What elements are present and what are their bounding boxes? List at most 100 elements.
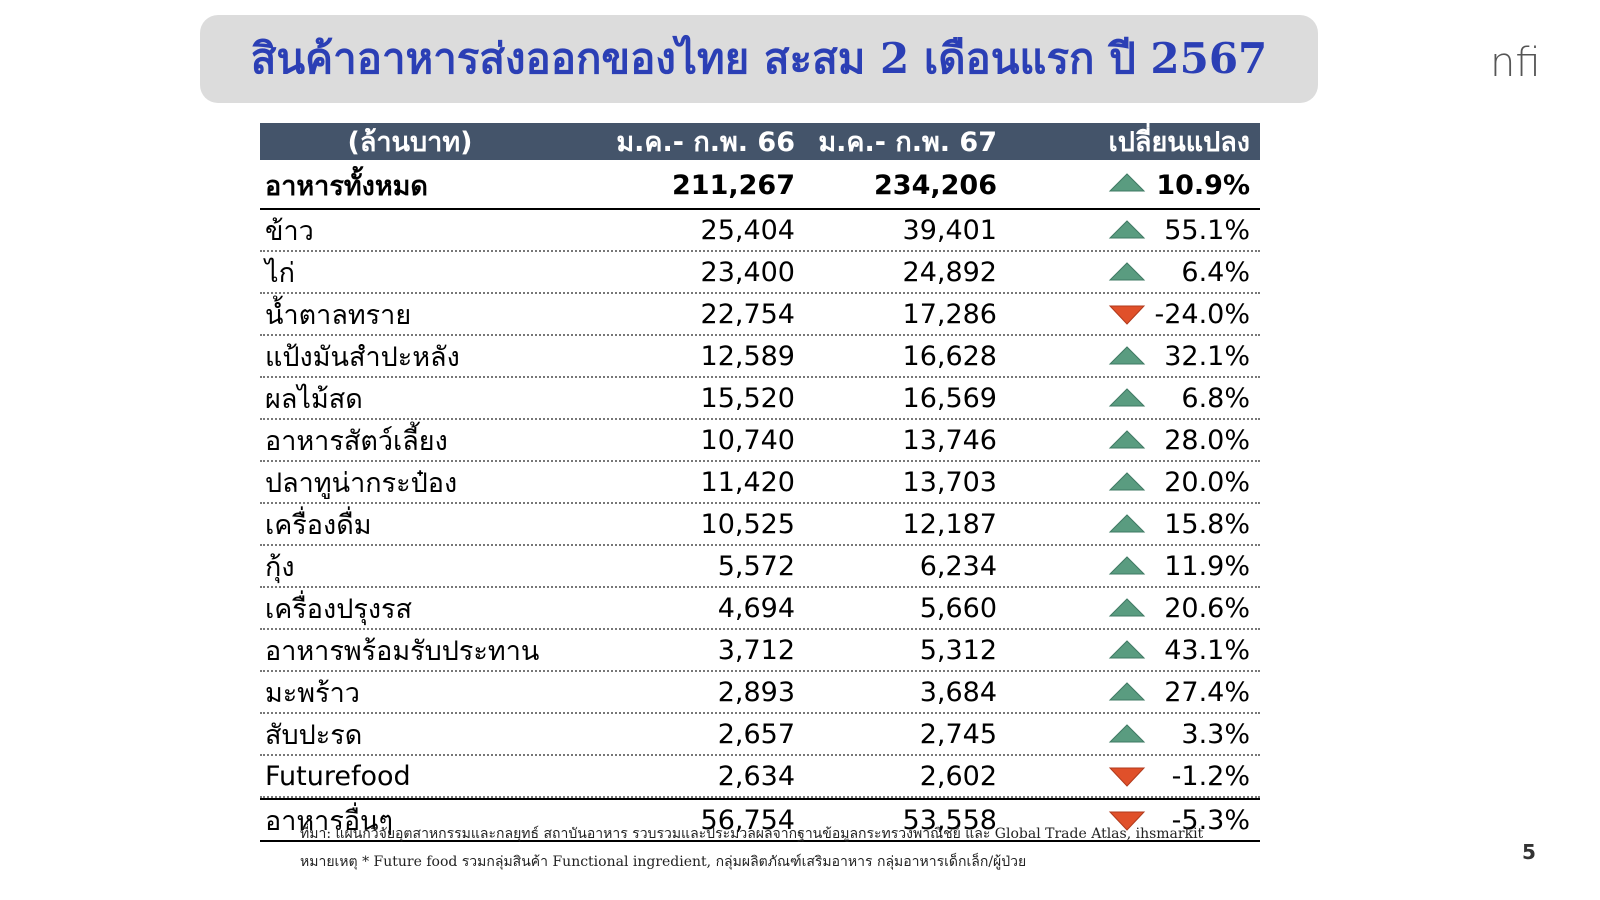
table-cell: 15.8%: [1164, 508, 1250, 540]
trend-up-icon: [1108, 514, 1146, 533]
table-cell: 2,893: [717, 676, 795, 708]
table-cell: ข้าว: [265, 215, 314, 247]
table-cell: 4,694: [717, 592, 795, 624]
table-cell: 55.1%: [1164, 214, 1250, 246]
table-cell: 3,712: [717, 634, 795, 666]
table-cell: ไก่: [265, 257, 295, 289]
trend-up-icon: [1108, 724, 1146, 743]
table-cell: ผลไม้สด: [265, 383, 363, 415]
table-cell: 211,267: [672, 170, 795, 201]
table-cell: 11,420: [700, 466, 795, 498]
table-cell: กุ้ง: [265, 551, 295, 583]
table-cell: 10,740: [700, 424, 795, 456]
table-cell: เครื่องดื่ม: [265, 509, 372, 541]
table-cell: สับปะรด: [265, 719, 363, 751]
table-cell: อาหารอื่นๆ: [265, 805, 394, 837]
table-cell: 10.9%: [1156, 170, 1250, 201]
table-row: ข้าว 25,404 39,401 55.1%: [260, 210, 1260, 252]
trend-up-icon: [1108, 262, 1146, 281]
trend-up-icon: [1108, 346, 1146, 365]
trend-up-icon: [1108, 472, 1146, 491]
table-cell: -24.0%: [1154, 298, 1250, 330]
table-cell: 12,589: [700, 340, 795, 372]
table-cell: 3,684: [919, 676, 997, 708]
title-box: [200, 15, 1318, 103]
table-cell: 6.8%: [1181, 382, 1250, 414]
table-row: Futurefood 2,634 2,602 -1.2%: [260, 756, 1260, 798]
table-cell: -1.2%: [1171, 760, 1250, 792]
table-row: สับปะรด 2,657 2,745 3.3%: [260, 714, 1260, 756]
table-row: อาหารสัตว์เลี้ยง 10,740 13,746 28.0%: [260, 420, 1260, 462]
table-row: ไก่ 23,400 24,892 6.4%: [260, 252, 1260, 294]
table-cell: 15,520: [700, 382, 795, 414]
table-cell: 2,745: [919, 718, 997, 750]
table-cell: 5,572: [717, 550, 795, 582]
table-cell: 16,569: [902, 382, 997, 414]
table-row: น้ำตาลทราย 22,754 17,286 -24.0%: [260, 294, 1260, 336]
trend-up-icon: [1108, 640, 1146, 659]
table-row: ปลาทูน่ากระป๋อง 11,420 13,703 20.0%: [260, 462, 1260, 504]
table-cell: 6,234: [919, 550, 997, 582]
table-cell: 5,312: [919, 634, 997, 666]
table-row: เครื่องปรุงรส 4,694 5,660 20.6%: [260, 588, 1260, 630]
table-cell: 22,754: [700, 298, 795, 330]
table-cell: 17,286: [902, 298, 997, 330]
table-row: ผลไม้สด 15,520 16,569 6.8%: [260, 378, 1260, 420]
table-cell: 2,634: [717, 760, 795, 792]
table-cell: 24,892: [902, 256, 997, 288]
header-cell: (ล้านบาท): [347, 127, 473, 158]
table-cell: มะพร้าว: [265, 677, 360, 709]
table-cell: เครื่องปรุงรส: [265, 593, 412, 625]
table-cell: 13,746: [902, 424, 997, 456]
table-cell: 2,657: [717, 718, 795, 750]
table-cell: 3.3%: [1181, 718, 1250, 750]
table-row: อาหารทั้งหมด 211,267 234,206 10.9%: [260, 163, 1260, 210]
table-cell: 11.9%: [1164, 550, 1250, 582]
table-cell: -5.3%: [1171, 804, 1250, 836]
table-row: อาหารอื่นๆ 56,754 53,558 -5.3%: [260, 798, 1260, 842]
table-cell: 39,401: [902, 214, 997, 246]
page-number: 5: [1522, 840, 1536, 864]
table-cell: 56,754: [700, 804, 795, 836]
table: (ล้านบาท) ม.ค.- ก.พ. 66 ม.ค.- ก.พ. 67 เปลี่…: [260, 123, 1260, 842]
logo: nfi: [1490, 40, 1541, 86]
trend-up-icon: [1108, 220, 1146, 239]
table-cell: 16,628: [902, 340, 997, 372]
trend-up-icon: [1108, 598, 1146, 617]
table-cell: น้ำตาลทราย: [265, 299, 412, 331]
table-cell: 2,602: [919, 760, 997, 792]
table-cell: 5,660: [919, 592, 997, 624]
table-cell: 6.4%: [1181, 256, 1250, 288]
table-row: เครื่องดื่ม 10,525 12,187 15.8%: [260, 504, 1260, 546]
trend-up-icon: [1108, 682, 1146, 701]
header-cell: ม.ค.- ก.พ. 67: [818, 127, 997, 158]
table-cell: 20.6%: [1164, 592, 1250, 624]
table-row: อาหารพร้อมรับประทาน 3,712 5,312 43.1%: [260, 630, 1260, 672]
trend-down-icon: [1108, 767, 1146, 787]
table-cell: 10,525: [700, 508, 795, 540]
trend-up-icon: [1108, 173, 1146, 192]
table-row: แป้งมันสำปะหลัง 12,589 16,628 32.1%: [260, 336, 1260, 378]
table-cell: Futurefood: [265, 760, 411, 792]
table-cell: 20.0%: [1164, 466, 1250, 498]
table-row: มะพร้าว 2,893 3,684 27.4%: [260, 672, 1260, 714]
table-cell: 32.1%: [1164, 340, 1250, 372]
trend-down-icon: [1108, 305, 1146, 325]
table-cell: 53,558: [902, 804, 997, 836]
table-row: กุ้ง 5,572 6,234 11.9%: [260, 546, 1260, 588]
table-cell: 23,400: [700, 256, 795, 288]
remark-note: หมายเหตุ * Future food รวมกลุ่มสินค้า Fu…: [300, 854, 1027, 870]
table-cell: 25,404: [700, 214, 795, 246]
table-cell: อาหารพร้อมรับประทาน: [265, 635, 540, 667]
table-cell: 12,187: [902, 508, 997, 540]
header-cell: ม.ค.- ก.พ. 66: [616, 127, 795, 158]
table-cell: อาหารสัตว์เลี้ยง: [265, 425, 448, 457]
title: สินค้าอาหารส่งออกของไทย สะสม 2 เดือนแรก …: [250, 34, 1268, 83]
trend-up-icon: [1108, 556, 1146, 575]
header-cell: เปลี่ยนแปลง: [1108, 127, 1250, 158]
table-cell: 27.4%: [1164, 676, 1250, 708]
table-cell: 43.1%: [1164, 634, 1250, 666]
table-cell: 234,206: [874, 170, 997, 201]
source-note: ที่มา: แผนกวิจัยอุตสาหกรรมและกลยุทธ์ สถา…: [300, 826, 1204, 842]
